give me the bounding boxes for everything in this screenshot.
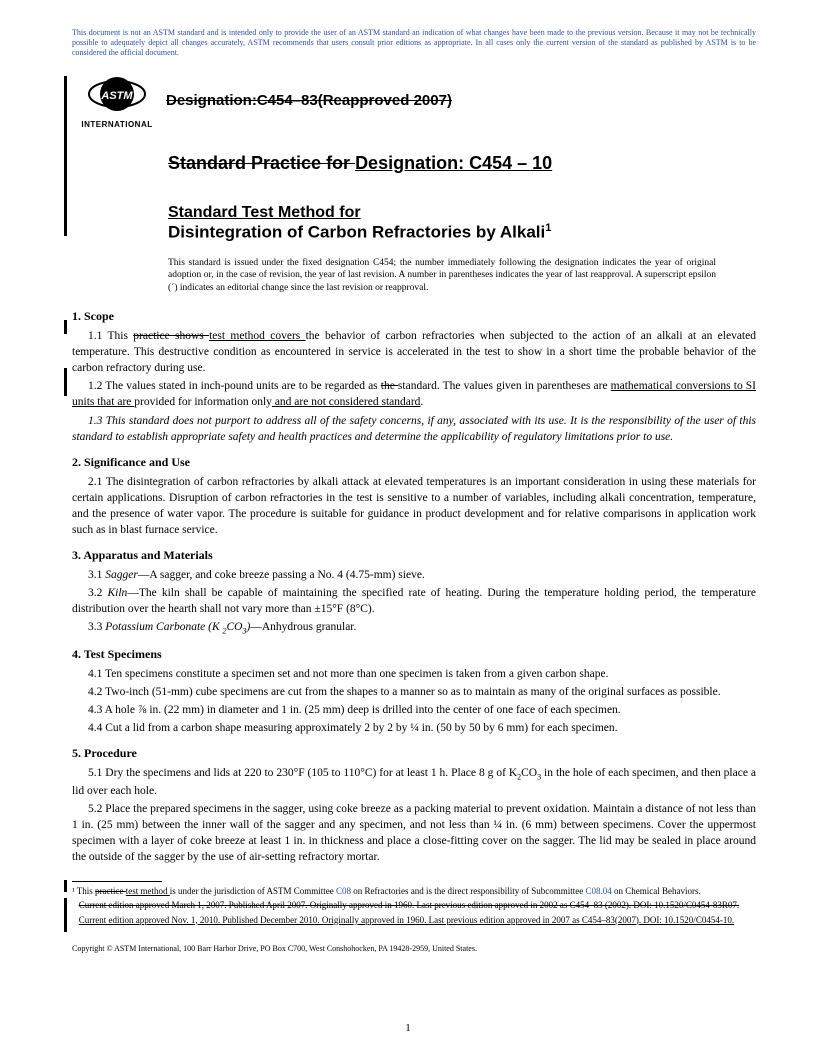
section-5-heading: 5. Procedure — [72, 746, 756, 761]
new-designation: Designation: C454 – 10 — [355, 153, 552, 173]
para-3-1: 3.1 Sagger—A sagger, and coke breeze pas… — [72, 567, 756, 583]
main-title: Disintegration of Carbon Refractories by… — [168, 222, 756, 243]
fn2: Current edition approved March 1, 2007. … — [79, 900, 739, 910]
link-c0804[interactable]: C08.04 — [586, 886, 612, 896]
para-4-4: 4.4 Cut a lid from a carbon shape measur… — [72, 720, 756, 736]
para-4-3: 4.3 A hole ⅞ in. (22 mm) in diameter and… — [72, 702, 756, 718]
section-3-heading: 3. Apparatus and Materials — [72, 548, 756, 563]
p11uline: test method covers — [209, 330, 305, 342]
para-1-1: 1.1 This practice shows test method cove… — [72, 328, 756, 376]
strike-old-practice: Standard Practice for — [168, 153, 355, 173]
para-4-2: 4.2 Two-inch (51-mm) cube specimens are … — [72, 684, 756, 700]
page-number: 1 — [0, 1022, 816, 1034]
para-5-2: 5.2 Place the prepared specimens in the … — [72, 801, 756, 865]
para-3-2: 3.2 Kiln—The kiln shall be capable of ma… — [72, 585, 756, 617]
change-bar — [64, 320, 67, 334]
p12b: standard. The values given in parenthese… — [398, 380, 611, 392]
astm-logo: ASTM INTERNATIONAL — [78, 72, 156, 129]
new-designation-line: Standard Practice for Designation: C454 … — [168, 153, 756, 174]
para-1-2: 1.2 The values stated in inch-pound unit… — [72, 378, 756, 410]
para-2-1: 2.1 The disintegration of carbon refract… — [72, 474, 756, 538]
fn1uline: test method — [126, 886, 170, 896]
section-4-heading: 4. Test Specimens — [72, 647, 756, 662]
fn1a: ¹ This — [72, 886, 95, 896]
footnote-1: ¹ This practice test method is under the… — [72, 885, 756, 897]
footnote-rule — [72, 881, 162, 882]
change-bar — [64, 368, 67, 396]
change-bar — [64, 880, 67, 892]
section-2-heading: 2. Significance and Use — [72, 455, 756, 470]
footnote-2: Current edition approved March 1, 2007. … — [72, 899, 756, 911]
header-row: ASTM INTERNATIONAL Designation:C454–83(R… — [72, 72, 756, 129]
fn1strike: practice — [95, 886, 126, 896]
fn3: Current edition approved Nov. 1, 2010. P… — [79, 915, 734, 925]
astm-logo-svg: ASTM — [87, 72, 147, 118]
fn1d: on Chemical Behaviors. — [612, 886, 701, 896]
link-c08[interactable]: C08 — [336, 886, 351, 896]
logo-label: INTERNATIONAL — [78, 120, 156, 129]
p12u2: and are not considered standard — [272, 396, 420, 408]
p12a: 1.2 The values stated in inch-pound unit… — [88, 380, 381, 392]
fn1b: is under the jurisdiction of ASTM Commit… — [170, 886, 336, 896]
main-title-text: Disintegration of Carbon Refractories by… — [168, 223, 545, 242]
para-1-3: 1.3 This standard does not purport to ad… — [72, 413, 756, 445]
method-line: Standard Test Method for — [168, 204, 756, 222]
p11strike: practice shows — [133, 330, 209, 342]
svg-text:ASTM: ASTM — [100, 90, 133, 102]
disclaimer-text: This document is not an ASTM standard an… — [72, 28, 756, 58]
copyright-line: Copyright © ASTM International, 100 Barr… — [72, 944, 756, 953]
issued-note: This standard is issued under the fixed … — [168, 257, 716, 295]
para-3-3: 3.3 Potassium Carbonate (K 2CO3)—Anhydro… — [72, 619, 756, 636]
old-designation: Designation:C454–83(Reapproved 2007) — [166, 92, 452, 109]
p12strike: the — [381, 380, 398, 392]
section-1-heading: 1. Scope — [72, 309, 756, 324]
left-margin-rule — [64, 76, 67, 236]
p12c: provided for information only — [134, 396, 272, 408]
para-4-1: 4.1 Ten specimens constitute a specimen … — [72, 666, 756, 682]
change-bar — [64, 898, 67, 932]
fn1c: on Refractories and is the direct respon… — [351, 886, 585, 896]
para-5-1: 5.1 Dry the specimens and lids at 220 to… — [72, 765, 756, 799]
title-footnote-ref: 1 — [545, 222, 551, 234]
p12d: . — [420, 396, 423, 408]
p11a: 1.1 This — [88, 330, 133, 342]
title-block: Standard Practice for Designation: C454 … — [168, 153, 756, 243]
footnote-3: Current edition approved Nov. 1, 2010. P… — [72, 914, 756, 926]
